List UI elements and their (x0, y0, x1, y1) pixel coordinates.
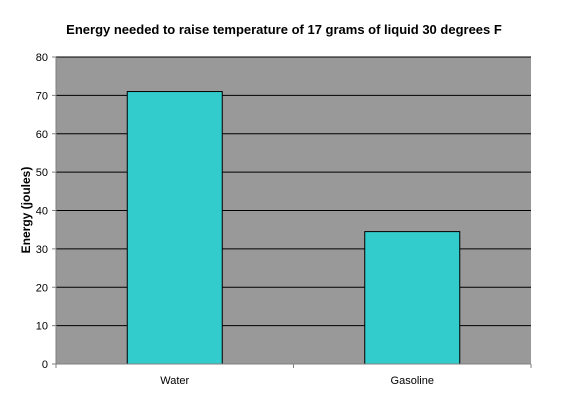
y-axis-label: Energy (joules) (19, 167, 33, 254)
y-tick-label-0: 0 (42, 359, 48, 371)
y-tick-label-80: 80 (36, 52, 48, 64)
bars (126, 91, 461, 365)
y-tick-label-10: 10 (36, 321, 48, 333)
axes (52, 56, 532, 368)
y-tick-labels: 0 10 20 30 40 50 60 70 80 (36, 52, 48, 371)
y-tick-label-30: 30 (36, 244, 48, 256)
x-tick-label-water: Water (160, 375, 189, 387)
y-tick-label-70: 70 (36, 90, 48, 102)
y-tick-label-60: 60 (36, 129, 48, 141)
bar-water (126, 91, 223, 365)
bar-gasoline (364, 231, 461, 365)
y-tick-label-50: 50 (36, 167, 48, 179)
x-tick-labels: Water Gasoline (160, 375, 434, 387)
y-tick-label-40: 40 (36, 206, 48, 218)
y-tick-label-20: 20 (36, 282, 48, 294)
chart-title: Energy needed to raise temperature of 17… (66, 22, 502, 37)
x-tick-label-gasoline: Gasoline (391, 375, 434, 387)
